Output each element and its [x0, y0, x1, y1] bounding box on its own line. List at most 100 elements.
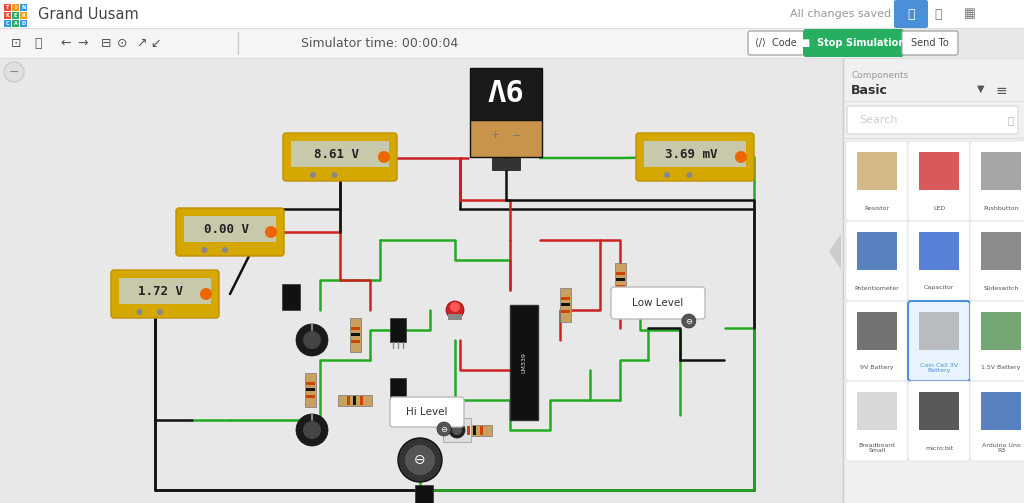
- FancyBboxPatch shape: [894, 0, 928, 28]
- Circle shape: [303, 421, 321, 439]
- Bar: [560, 296, 569, 299]
- Bar: [291, 141, 389, 167]
- Bar: [4, 12, 11, 19]
- Polygon shape: [829, 233, 841, 270]
- Text: Potentiometer: Potentiometer: [855, 286, 899, 291]
- Text: 1.72 V: 1.72 V: [138, 285, 183, 297]
- Bar: [0, 58, 843, 503]
- Text: I: I: [14, 5, 16, 10]
- Text: Hi Level: Hi Level: [407, 407, 447, 417]
- Bar: [857, 152, 897, 191]
- Text: LED: LED: [933, 206, 945, 210]
- Circle shape: [332, 172, 338, 178]
- Bar: [981, 392, 1021, 431]
- Bar: [184, 216, 276, 242]
- Text: Breadboard
Small: Breadboard Small: [859, 443, 895, 453]
- Text: Λ6: Λ6: [487, 78, 524, 108]
- Text: Slideswitch: Slideswitch: [983, 286, 1019, 291]
- Text: All changes saved: All changes saved: [790, 9, 891, 19]
- Text: R: R: [22, 13, 26, 18]
- Circle shape: [303, 331, 321, 349]
- FancyBboxPatch shape: [908, 301, 970, 381]
- Text: Components: Components: [851, 71, 908, 80]
- Text: Basic: Basic: [851, 84, 888, 97]
- Circle shape: [378, 151, 390, 163]
- Text: 9V Battery: 9V Battery: [860, 366, 894, 371]
- Bar: [390, 378, 406, 402]
- Text: 🔍: 🔍: [1007, 115, 1013, 125]
- Circle shape: [682, 314, 695, 328]
- Circle shape: [296, 414, 328, 446]
- Text: C: C: [6, 21, 9, 26]
- Circle shape: [398, 438, 442, 482]
- FancyBboxPatch shape: [970, 301, 1024, 381]
- Text: ⊖: ⊖: [414, 453, 426, 467]
- Text: Resistor: Resistor: [864, 206, 890, 210]
- Text: ⊙: ⊙: [117, 37, 127, 49]
- FancyBboxPatch shape: [283, 133, 397, 181]
- Bar: [12, 12, 19, 19]
- Bar: [12, 4, 19, 11]
- FancyBboxPatch shape: [846, 301, 908, 381]
- Text: Search: Search: [859, 115, 897, 125]
- Circle shape: [686, 172, 692, 178]
- Bar: [305, 388, 314, 391]
- Bar: [857, 232, 897, 271]
- Bar: [304, 373, 315, 407]
- Text: ▼: ▼: [977, 84, 985, 94]
- Circle shape: [310, 172, 316, 178]
- Bar: [644, 141, 746, 167]
- Bar: [12, 20, 19, 27]
- Text: 3.69 mV: 3.69 mV: [665, 147, 717, 160]
- Bar: [449, 314, 462, 320]
- Text: Simulator time: 00:00:04: Simulator time: 00:00:04: [301, 37, 459, 49]
- Bar: [119, 278, 211, 304]
- Text: Send To: Send To: [911, 38, 949, 48]
- Text: D: D: [22, 21, 26, 26]
- Bar: [350, 326, 359, 329]
- Text: ⟨/⟩  Code: ⟨/⟩ Code: [755, 38, 797, 48]
- Text: 8.61 V: 8.61 V: [313, 147, 358, 160]
- Bar: [4, 4, 11, 11]
- Bar: [346, 395, 349, 404]
- FancyBboxPatch shape: [908, 221, 970, 301]
- Text: K: K: [5, 13, 9, 18]
- Bar: [510, 305, 538, 420]
- Bar: [20, 20, 27, 27]
- Circle shape: [452, 425, 462, 435]
- Bar: [920, 232, 958, 271]
- Text: Coin Cell 3V
Battery: Coin Cell 3V Battery: [920, 363, 958, 373]
- Bar: [360, 395, 364, 404]
- Bar: [470, 68, 542, 120]
- Text: ⬜: ⬜: [934, 8, 942, 21]
- Bar: [0, 28, 844, 58]
- FancyBboxPatch shape: [390, 397, 464, 427]
- Bar: [20, 4, 27, 11]
- FancyBboxPatch shape: [908, 141, 970, 221]
- FancyBboxPatch shape: [111, 270, 219, 318]
- Text: 0.00 V: 0.00 V: [204, 222, 249, 235]
- Bar: [614, 263, 626, 297]
- Text: →: →: [78, 37, 88, 49]
- Text: ⬛: ⬛: [907, 8, 914, 21]
- Bar: [615, 272, 625, 275]
- Circle shape: [735, 151, 746, 163]
- Text: T: T: [6, 5, 9, 10]
- FancyBboxPatch shape: [748, 31, 804, 55]
- FancyBboxPatch shape: [176, 208, 284, 256]
- Bar: [4, 20, 11, 27]
- Text: ←: ←: [60, 37, 72, 49]
- Bar: [415, 485, 433, 503]
- Bar: [390, 318, 406, 342]
- Text: Low Level: Low Level: [633, 298, 684, 308]
- FancyBboxPatch shape: [908, 381, 970, 461]
- FancyBboxPatch shape: [970, 221, 1024, 301]
- Bar: [920, 312, 958, 351]
- Bar: [981, 312, 1021, 351]
- Circle shape: [449, 422, 465, 438]
- Bar: [0, 0, 1024, 28]
- Bar: [338, 394, 372, 405]
- FancyBboxPatch shape: [611, 287, 705, 319]
- Circle shape: [437, 422, 451, 436]
- Bar: [20, 12, 27, 19]
